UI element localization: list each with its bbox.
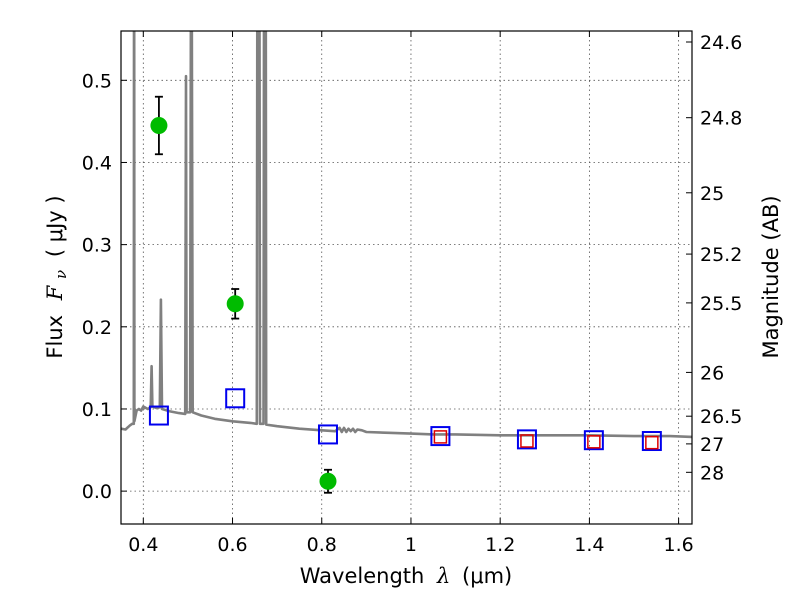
x-axis-label-text: Wavelength (300, 564, 425, 588)
right-tick-label: 25.2 (700, 244, 742, 266)
model-photometry-marker (641, 431, 662, 452)
y-tick-label: 0.1 (82, 399, 112, 421)
observed-point (319, 472, 337, 490)
x-tick-label: 1.2 (485, 534, 515, 556)
spectrum-line (121, 31, 692, 439)
model-photometry-marker (516, 429, 537, 450)
x-tick-label: 0.6 (217, 534, 247, 556)
model-photometry-marker (225, 388, 246, 409)
model-photometry-marker (430, 426, 451, 447)
x-tick-label: 0.8 (307, 534, 337, 556)
x-tick-label: 1 (405, 534, 417, 556)
y-axis-label: Flux F ν ( μJy ) (43, 195, 71, 358)
plot-frame (120, 30, 693, 525)
model-photometry-marker (317, 424, 338, 445)
plot-area (121, 31, 692, 494)
right-tick-label: 27 (700, 434, 724, 456)
y-axis-label-subscript: ν (52, 270, 70, 279)
y-tick-label: 0.2 (82, 317, 112, 339)
grid-lines (121, 31, 692, 524)
x-tick-label: 1.4 (574, 534, 604, 556)
observed-point (150, 116, 168, 134)
right-tick-label: 26.5 (700, 406, 742, 428)
axis-ticks: 0.4 0.6 0.8 1 1.2 1.4 1.6 0.0 0.1 0.2 0.3 0.4 0.5 24.… (82, 31, 742, 556)
model-photometry-marker (583, 430, 604, 451)
y-axis-label-text: Flux (43, 315, 67, 359)
right-tick-label: 25.5 (700, 293, 742, 315)
model-photometry-marker (148, 405, 169, 426)
ir-photometry-marker (520, 434, 534, 448)
right-tick-label: 25 (700, 183, 724, 205)
ir-photometry-marker (645, 435, 659, 450)
x-tick-label: 1.6 (664, 534, 694, 556)
ir-photometry-marker (433, 430, 448, 444)
y-tick-label: 0.0 (82, 481, 112, 503)
y-tick-label: 0.4 (82, 152, 112, 174)
x-axis-label-symbol: λ (436, 564, 450, 588)
right-axis-label: Magnitude (AB) (759, 195, 783, 358)
right-tick-label: 26 (700, 362, 724, 384)
right-tick-label: 24.8 (700, 108, 742, 130)
y-axis-label-unit: ( μJy ) (43, 195, 67, 257)
right-tick-label: 28 (700, 462, 724, 484)
x-tick-label: 0.4 (128, 534, 158, 556)
y-tick-label: 0.5 (82, 70, 112, 92)
right-tick-label: 24.6 (700, 32, 742, 54)
x-axis-label-unit: (μm) (462, 564, 512, 588)
x-axis-label: Wavelength λ (μm) (300, 564, 512, 588)
ir-photometry-marker (587, 435, 601, 449)
y-axis-label-symbol: F (43, 284, 67, 301)
y-tick-label: 0.3 (82, 235, 112, 257)
observed-point (226, 295, 244, 313)
